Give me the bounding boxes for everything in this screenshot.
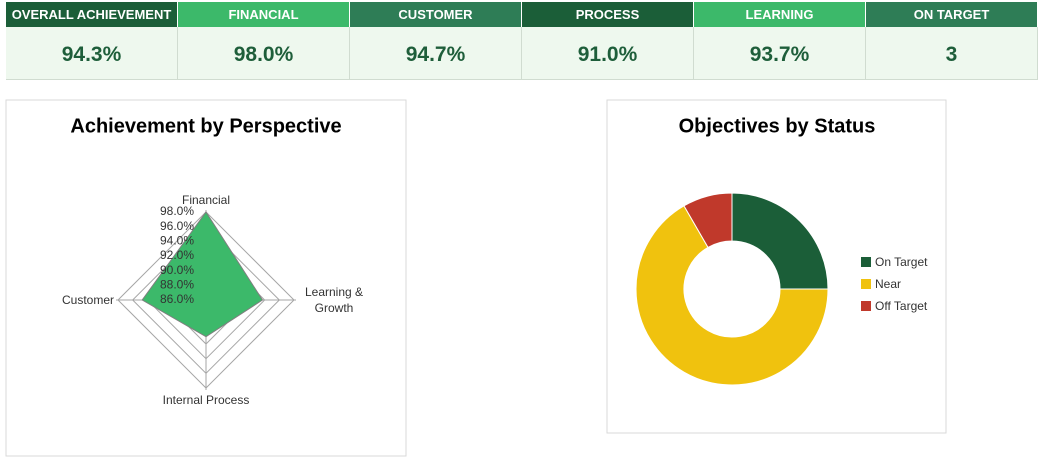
- kpi-label: ON TARGET: [866, 2, 1038, 27]
- legend-swatch: [861, 257, 871, 267]
- legend-label: Off Target: [875, 299, 928, 313]
- axis-label: Learning & Growth: [304, 285, 364, 315]
- r-tick-label: 90.0%: [160, 263, 194, 277]
- legend-swatch: [861, 301, 871, 311]
- kpi-value: 93.7%: [694, 27, 866, 80]
- chart-title: Achievement by Perspective: [70, 115, 341, 137]
- legend-label: Near: [875, 277, 901, 291]
- chart-title: Objectives by Status: [679, 115, 876, 137]
- radar-area: [141, 211, 264, 338]
- legend-swatch: [861, 279, 871, 289]
- kpi-label: CUSTOMER: [350, 2, 522, 27]
- r-tick-label: 88.0%: [160, 278, 194, 292]
- kpi-value: 94.3%: [6, 27, 178, 80]
- kpi-value: 98.0%: [178, 27, 350, 80]
- r-tick-label: 94.0%: [160, 234, 194, 248]
- r-tick-label: 92.0%: [160, 248, 194, 262]
- kpi-label: FINANCIAL: [178, 2, 350, 27]
- kpi-label: OVERALL ACHIEVEMENT: [6, 2, 178, 27]
- donut-slice: [635, 205, 829, 386]
- kpi-label: PROCESS: [522, 2, 694, 27]
- legend-label: On Target: [875, 255, 928, 269]
- kpi-value: 3: [866, 27, 1038, 80]
- donut-slice: [683, 192, 733, 249]
- r-tick-label: 96.0%: [160, 219, 194, 233]
- kpi-value: 91.0%: [522, 27, 694, 80]
- kpi-label: LEARNING: [694, 2, 866, 27]
- r-tick-label: 86.0%: [160, 292, 194, 306]
- axis-label: Financial: [182, 193, 230, 207]
- r-tick-label: 98.0%: [160, 204, 194, 218]
- kpi-value: 94.7%: [350, 27, 522, 80]
- donut-slice: [731, 192, 829, 290]
- axis-label: Customer: [62, 293, 114, 307]
- axis-label: Internal Process: [163, 393, 250, 407]
